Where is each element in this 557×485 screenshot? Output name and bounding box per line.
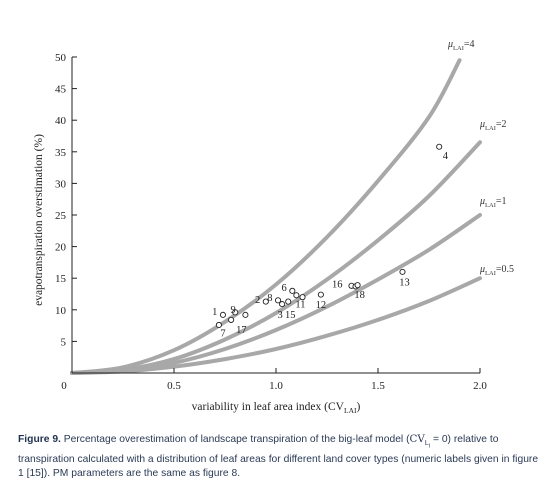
origin-tick-label: 0	[61, 380, 67, 392]
y-tick-label-45: 45	[55, 84, 67, 96]
data-point-2	[262, 298, 269, 305]
x-tick-label-1: 1.0	[269, 380, 283, 392]
curve-label-1: μLAI=4	[447, 39, 475, 52]
caption-cv-sub: L	[424, 440, 429, 448]
y-tick-label-15: 15	[55, 273, 67, 285]
axes-layer: 5 10 15 20 25 30 35 40 45 50 0.5 1.0 1.5 2.0 0	[55, 52, 487, 392]
y-tick-label-35: 35	[55, 147, 67, 159]
point-label-17: 17	[236, 325, 247, 336]
y-tick-label-50: 50	[55, 52, 67, 64]
point-label-8: 8	[267, 293, 272, 304]
curves-layer	[70, 58, 482, 375]
data-point-15	[285, 298, 292, 305]
data-point-11	[293, 292, 300, 299]
caption-text-b: = 0) relative to transpiration calculate…	[18, 434, 539, 480]
y-tick-label-25: 25	[55, 210, 67, 222]
point-label-12: 12	[316, 300, 327, 311]
point-label-16: 16	[332, 279, 343, 290]
series-line-1	[70, 58, 462, 375]
point-label-9: 9	[231, 305, 236, 316]
data-point-u15	[242, 311, 249, 318]
data-point-3	[279, 301, 286, 308]
data-point-u16	[299, 294, 306, 301]
y-tick-label-20: 20	[55, 242, 67, 254]
point-label-15: 15	[285, 310, 296, 321]
data-point-12	[317, 291, 324, 298]
point-label-3: 3	[277, 310, 282, 321]
point-label-2: 2	[255, 295, 260, 306]
data-point-13	[399, 268, 406, 275]
curve-labels-layer: μLAI=4 μLAI=2 μLAI=1 μLAI=0.5	[447, 39, 514, 277]
point-label-4: 4	[443, 151, 449, 162]
data-point-17	[228, 316, 235, 323]
x-tick-label-2: 2.0	[473, 380, 487, 392]
y-tick-label-5: 5	[61, 336, 67, 348]
caption-text-a: Percentage overestimation of landscape t…	[60, 434, 410, 445]
point-label-1: 1	[212, 307, 217, 318]
caption-figure-label: Figure 9.	[18, 434, 61, 445]
data-point-7	[215, 321, 222, 329]
figure-caption: Figure 9. Percentage overestimation of l…	[18, 432, 546, 481]
series-line-4	[70, 276, 482, 375]
point-label-11: 11	[295, 299, 305, 310]
curve-label-2: μLAI=2	[479, 119, 507, 132]
caption-cv-subsub: i	[428, 443, 431, 450]
curve-label-3: μLAI=1	[479, 196, 507, 209]
y-tick-label-40: 40	[55, 115, 67, 127]
data-point-4	[436, 143, 443, 150]
y-tick-label-30: 30	[55, 178, 67, 190]
point-label-13: 13	[399, 277, 410, 288]
y-axis-title: evapotranspiration overstimation (%)	[33, 134, 45, 306]
data-point-9	[232, 309, 239, 316]
data-point-8	[274, 297, 282, 304]
x-tick-label-0.5: 0.5	[167, 380, 181, 392]
point-label-6: 6	[282, 283, 287, 294]
data-point-1	[219, 311, 227, 318]
point-label-18: 18	[354, 290, 365, 301]
data-point-u17	[354, 282, 361, 289]
x-tick-label-1.5: 1.5	[371, 380, 385, 392]
caption-cv-symbol: CV	[409, 433, 425, 445]
curve-label-4: μLAI=0.5	[479, 264, 514, 277]
y-tick-label-10: 10	[55, 305, 67, 317]
x-axis-title: variability in leaf area index (CVLAI)	[192, 401, 361, 415]
data-point-6	[289, 287, 296, 294]
point-label-7: 7	[220, 329, 225, 340]
